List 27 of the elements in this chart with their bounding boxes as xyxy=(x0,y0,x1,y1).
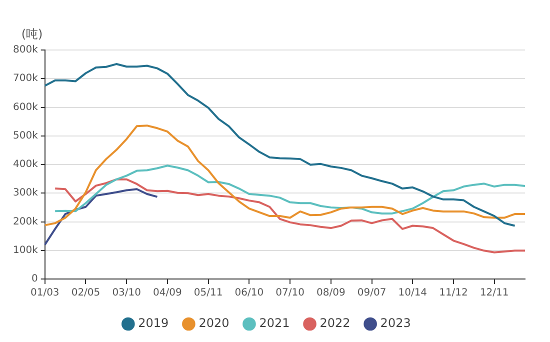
x-tick-label: 01/03 xyxy=(30,288,60,299)
x-tick-label: 02/05 xyxy=(71,288,100,299)
legend-label: 2021 xyxy=(259,316,290,330)
y-tick-label: 300k xyxy=(12,188,38,199)
y-tick-label: 500k xyxy=(12,130,38,142)
y-tick-label: 600k xyxy=(12,102,38,113)
x-tick-label: 12/11 xyxy=(480,288,509,299)
x-tick-label: 11/12 xyxy=(439,288,468,299)
x-tick-label: 08/09 xyxy=(316,288,346,299)
y-tick-label: 800k xyxy=(12,44,38,56)
y-axis-title: (吨) xyxy=(21,27,43,42)
legend-label: 2023 xyxy=(380,316,411,330)
y-tick-label: 100k xyxy=(12,244,38,256)
y-tick-label: 200k xyxy=(12,216,38,228)
x-tick-label: 10/14 xyxy=(398,288,428,299)
x-tick-label: 05/11 xyxy=(194,288,223,299)
legend-label: 2022 xyxy=(320,316,350,330)
x-tick-label: 09/07 xyxy=(357,288,386,299)
x-tick-label: 04/09 xyxy=(153,288,182,299)
y-tick-label: 700k xyxy=(12,73,38,84)
x-tick-label: 03/10 xyxy=(112,288,142,299)
legend-label: 2020 xyxy=(198,316,230,330)
x-tick-label: 06/10 xyxy=(234,288,264,299)
legend-label: 2019 xyxy=(138,316,169,330)
y-tick-label: 0 xyxy=(32,274,38,285)
y-tick-label: 400k xyxy=(12,159,38,170)
x-tick-label: 07/10 xyxy=(276,288,304,299)
